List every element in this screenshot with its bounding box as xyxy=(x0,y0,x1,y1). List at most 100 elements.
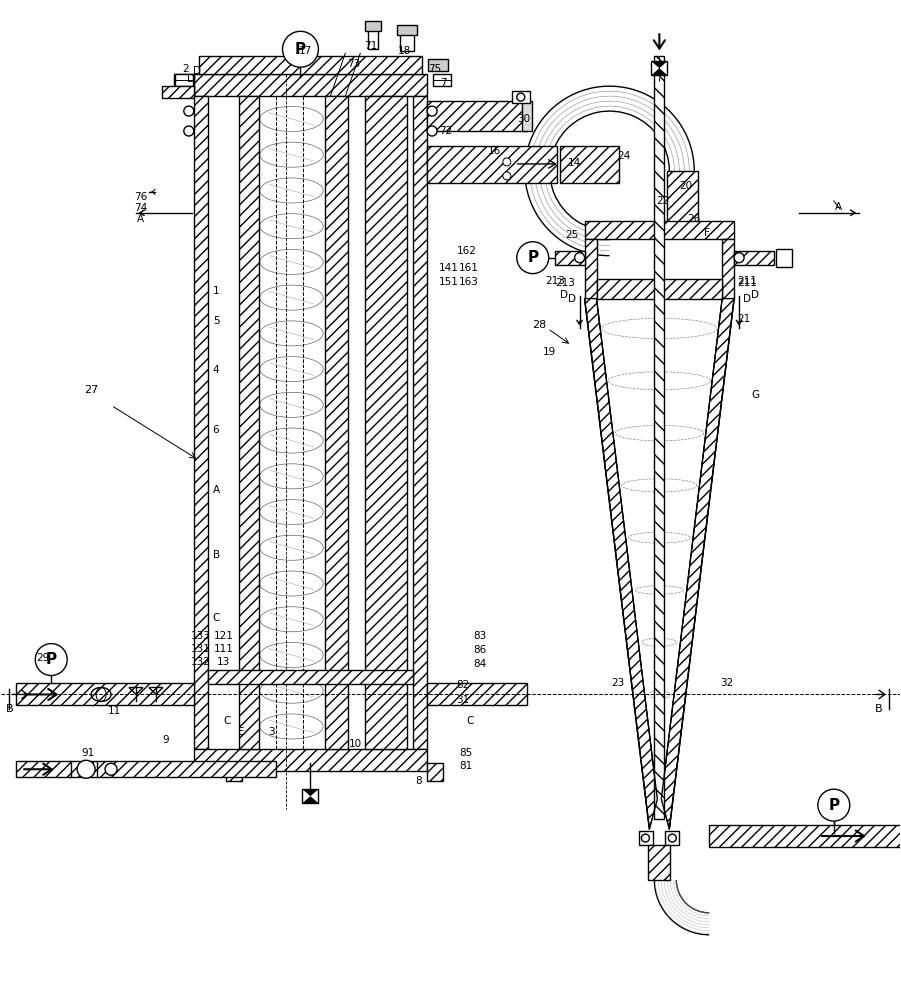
Text: 86: 86 xyxy=(473,645,487,655)
Text: 81: 81 xyxy=(460,761,473,771)
Bar xyxy=(369,29,378,49)
Bar xyxy=(640,831,653,845)
Bar xyxy=(199,56,422,74)
Circle shape xyxy=(283,31,318,67)
Bar xyxy=(512,91,530,103)
Bar xyxy=(585,239,596,299)
Text: 2: 2 xyxy=(183,64,189,74)
Bar xyxy=(522,101,532,131)
Polygon shape xyxy=(661,299,734,829)
Bar xyxy=(414,96,427,749)
Bar xyxy=(734,251,774,265)
Bar xyxy=(174,74,194,96)
Bar xyxy=(665,831,679,845)
Bar xyxy=(175,74,193,86)
Text: G: G xyxy=(751,390,760,400)
Circle shape xyxy=(503,172,511,180)
Text: A: A xyxy=(213,485,220,495)
Bar xyxy=(427,683,527,705)
Text: 121: 121 xyxy=(214,631,233,641)
Bar xyxy=(723,239,734,299)
Text: 133: 133 xyxy=(191,631,211,641)
Text: 85: 85 xyxy=(460,748,473,758)
Bar xyxy=(723,239,734,299)
Bar xyxy=(194,96,208,749)
Text: 8: 8 xyxy=(414,776,422,786)
Bar xyxy=(414,96,427,749)
Bar xyxy=(194,96,208,749)
Text: 71: 71 xyxy=(364,41,377,51)
Bar xyxy=(433,74,451,86)
Bar xyxy=(585,239,596,299)
Bar xyxy=(668,171,698,231)
Text: D: D xyxy=(560,290,568,300)
Text: 27: 27 xyxy=(84,385,98,395)
Text: 211: 211 xyxy=(737,278,757,288)
Bar xyxy=(194,74,427,96)
Text: D: D xyxy=(751,290,759,300)
Text: 28: 28 xyxy=(532,320,547,330)
Bar xyxy=(427,101,527,131)
Text: 21: 21 xyxy=(737,314,751,324)
Text: B: B xyxy=(213,550,220,560)
Text: P: P xyxy=(828,798,840,813)
Text: 213: 213 xyxy=(546,276,566,286)
Bar xyxy=(555,251,585,265)
Text: 9: 9 xyxy=(162,735,169,745)
Bar xyxy=(194,749,427,771)
Bar xyxy=(651,61,668,75)
Text: 82: 82 xyxy=(456,680,469,690)
Text: 5: 5 xyxy=(213,316,219,326)
Bar xyxy=(560,146,620,183)
Text: E: E xyxy=(239,727,245,737)
Text: 72: 72 xyxy=(440,126,452,136)
Text: 16: 16 xyxy=(488,146,502,156)
Text: B: B xyxy=(875,704,882,714)
Bar xyxy=(16,683,194,705)
Text: 111: 111 xyxy=(214,644,233,654)
Text: 74: 74 xyxy=(134,203,148,213)
Circle shape xyxy=(818,789,850,821)
Text: 19: 19 xyxy=(543,347,556,357)
Text: 76: 76 xyxy=(134,192,148,202)
Circle shape xyxy=(734,253,744,263)
Text: 83: 83 xyxy=(473,631,487,641)
Text: P: P xyxy=(527,250,538,265)
Polygon shape xyxy=(303,789,318,796)
Circle shape xyxy=(517,93,524,101)
Polygon shape xyxy=(651,68,668,75)
Text: A: A xyxy=(835,202,842,212)
Circle shape xyxy=(427,126,437,136)
Text: F: F xyxy=(705,228,710,238)
Bar xyxy=(325,96,349,749)
Circle shape xyxy=(105,763,117,775)
Bar xyxy=(162,86,194,98)
Bar xyxy=(585,221,734,239)
Bar xyxy=(325,96,349,749)
Bar xyxy=(162,86,194,98)
Bar xyxy=(649,845,670,880)
Circle shape xyxy=(184,126,194,136)
Bar xyxy=(734,251,774,265)
Text: 3: 3 xyxy=(268,727,275,737)
Text: 30: 30 xyxy=(517,114,531,124)
Text: D: D xyxy=(743,294,751,304)
Polygon shape xyxy=(585,299,658,829)
Bar xyxy=(654,56,664,819)
Bar xyxy=(16,683,194,705)
Bar xyxy=(427,763,443,781)
Bar xyxy=(427,763,443,781)
Text: 31: 31 xyxy=(456,695,469,705)
Text: 18: 18 xyxy=(397,46,411,56)
Text: 11: 11 xyxy=(107,706,121,716)
Circle shape xyxy=(642,834,650,842)
Text: 32: 32 xyxy=(721,678,733,688)
Bar xyxy=(555,251,585,265)
Bar xyxy=(225,763,241,781)
Text: 162: 162 xyxy=(457,246,477,256)
Bar xyxy=(194,749,427,771)
Text: 10: 10 xyxy=(349,739,362,749)
Text: C: C xyxy=(213,613,220,623)
Text: 13: 13 xyxy=(217,657,231,667)
Text: A: A xyxy=(137,214,144,224)
